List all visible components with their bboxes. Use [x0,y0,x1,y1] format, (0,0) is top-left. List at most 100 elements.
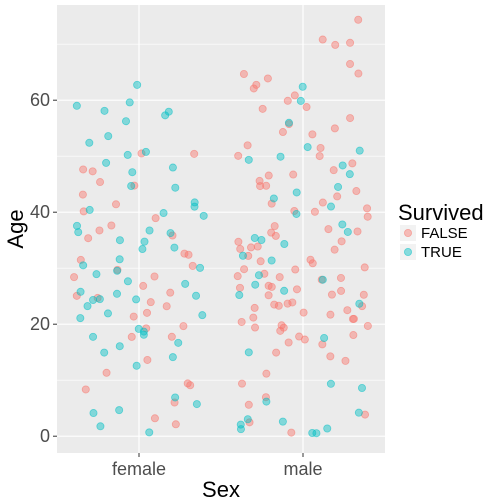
data-point [337,237,346,246]
data-point [72,101,81,110]
data-point [255,176,264,185]
data-point [280,239,289,248]
data-point [336,273,345,282]
data-point [115,342,124,351]
data-point [267,282,276,291]
data-point [115,406,124,415]
data-point [341,356,350,365]
data-point [128,168,137,177]
data-point [145,226,154,235]
data-point [243,141,252,150]
data-point [330,245,339,254]
data-point [258,104,267,113]
data-point [290,91,299,100]
data-point [240,265,249,274]
data-point [170,243,179,252]
data-point [188,261,197,270]
data-point [85,205,94,214]
data-point [167,332,176,341]
data-point [262,369,271,378]
data-point [192,291,201,300]
data-point [88,167,97,176]
data-point [115,255,124,264]
data-point [343,227,352,236]
data-point [310,207,319,216]
data-point [132,361,141,370]
data-point [244,155,253,164]
data-point [326,352,335,361]
x-axis: female male [112,453,323,479]
legend-key-background [400,225,416,241]
y-tick-label: 40 [30,202,50,222]
data-point [247,243,256,252]
x-tick-label: male [283,459,322,479]
data-point [81,385,90,394]
data-point [354,15,363,24]
data-point [357,383,366,392]
data-point [166,229,175,238]
data-point [312,429,321,438]
data-point [292,188,301,197]
data-point [276,152,285,161]
data-point [318,340,327,349]
data-point [164,107,173,116]
y-tick-label: 0 [40,426,50,446]
data-point [303,143,312,152]
data-point [278,128,287,137]
data-point [183,379,192,388]
data-point [270,222,279,231]
data-point [233,272,242,281]
data-point [251,323,260,332]
data-point [141,147,150,156]
data-point [354,69,363,78]
data-point [349,331,358,340]
data-point [330,124,339,133]
data-point [318,35,327,44]
data-point [262,397,271,406]
data-point [70,273,79,282]
data-point [107,221,116,230]
data-point [174,338,183,347]
data-point [338,161,347,170]
data-point [320,334,329,343]
data-point [151,214,160,223]
legend-entries: FALSE TRUE [400,225,468,261]
data-point [334,182,343,191]
data-point [244,348,253,357]
data-point [113,289,122,298]
y-tick-label: 60 [30,90,50,110]
data-point [166,288,175,297]
data-point [250,303,259,312]
legend-key [403,228,412,237]
data-point [139,281,148,290]
data-point [262,181,271,190]
data-point [93,293,102,302]
data-point [236,420,245,429]
data-point [308,428,317,437]
data-point [302,103,311,112]
data-point [190,149,199,158]
data-point [125,98,134,107]
data-point [264,291,273,300]
data-point [326,202,335,211]
data-point [134,324,143,333]
data-point [363,204,372,213]
data-point [79,261,88,270]
data-point [239,70,248,79]
data-point [127,181,136,190]
data-point [359,290,368,299]
data-point [249,313,258,322]
data-point [89,409,98,418]
data-point [274,301,283,310]
data-point [234,151,243,160]
data-point [331,40,340,49]
data-point [132,295,141,304]
data-point [243,415,252,424]
data-point [103,309,112,318]
data-point [329,166,338,175]
data-point [298,82,307,91]
data-point [83,302,92,311]
data-point [171,420,180,429]
data-point [292,209,301,218]
data-point [180,249,189,258]
